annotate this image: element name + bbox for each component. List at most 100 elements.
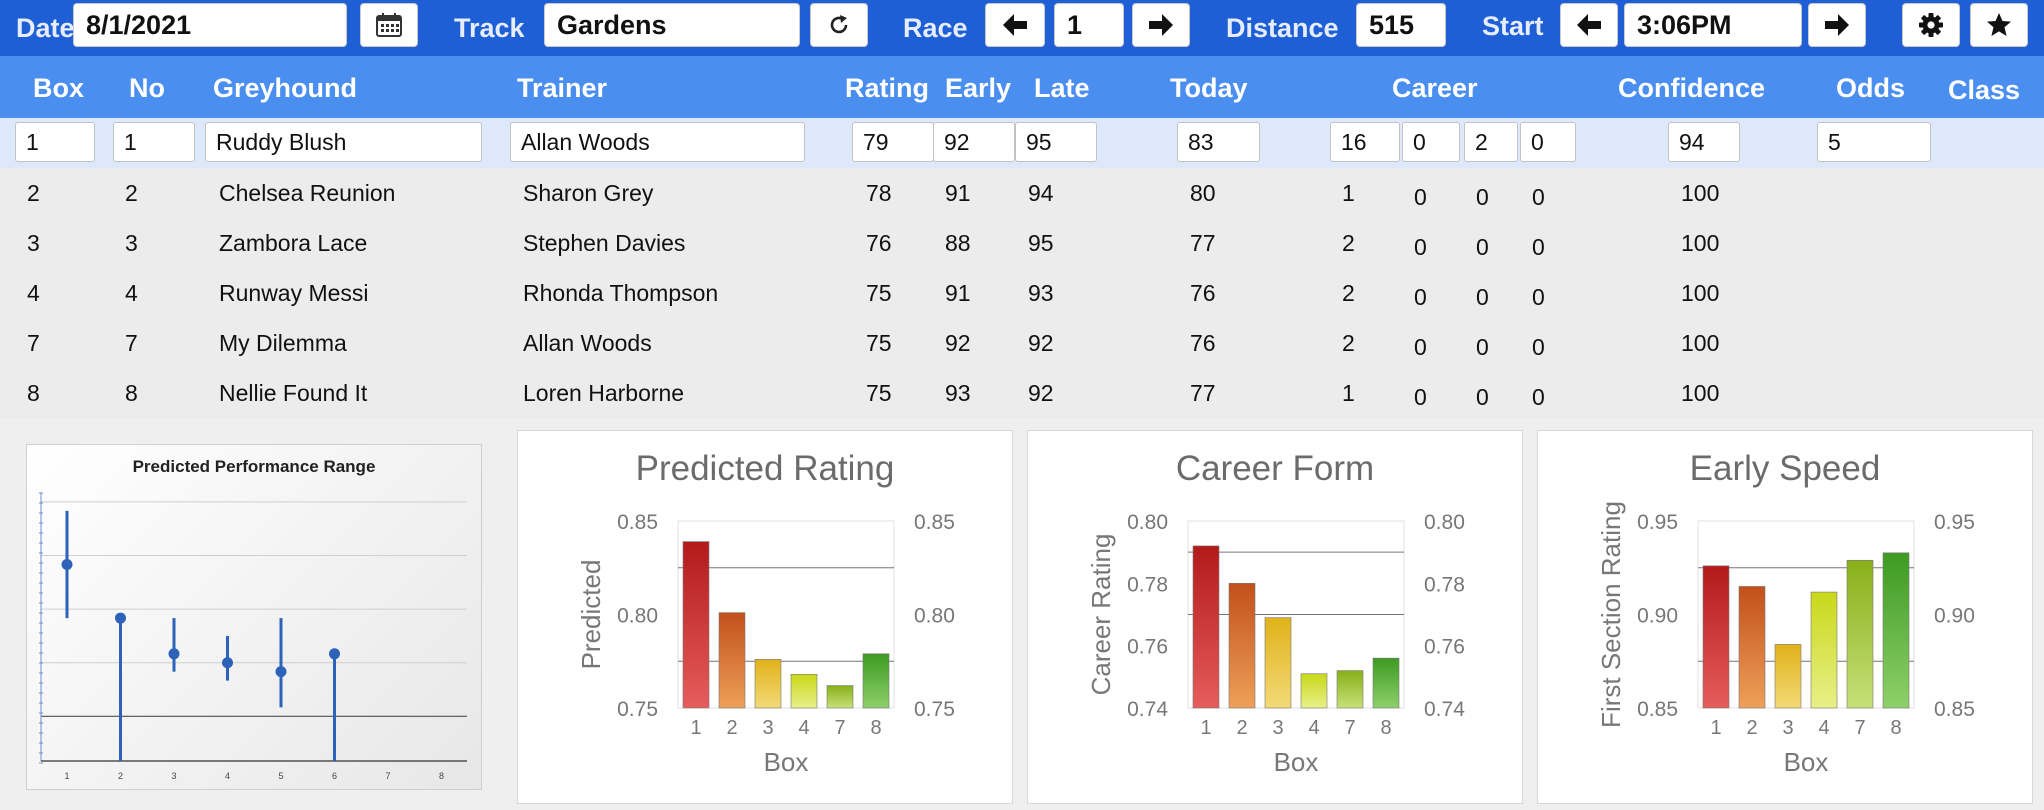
y-tick-label: 0.76: [1127, 636, 1168, 659]
early-cell: 88: [945, 230, 971, 256]
career-wins-cell: 0: [1414, 284, 1427, 310]
refresh-button[interactable]: [810, 3, 868, 47]
rating-input[interactable]: 79: [852, 122, 934, 162]
today-cell: 76: [1190, 330, 1216, 356]
x-axis-label: Box: [1274, 747, 1319, 777]
range-point: [329, 648, 340, 660]
start-time-input[interactable]: 3:06PM: [1624, 3, 1802, 47]
late-cell: 94: [1028, 180, 1054, 206]
career-thirds-input[interactable]: 0: [1520, 122, 1576, 162]
track-input[interactable]: Gardens: [544, 3, 800, 47]
date-label: Date: [16, 13, 75, 43]
career-starts-input[interactable]: 16: [1330, 122, 1400, 162]
chart-title: Career Form: [1175, 449, 1375, 488]
career-wins-input[interactable]: 0: [1402, 122, 1460, 162]
col-odds[interactable]: Odds: [1836, 73, 1906, 103]
col-no[interactable]: No: [129, 73, 165, 103]
x-tick-label: 8: [1380, 717, 1391, 739]
table-row[interactable]: 2 2 Chelsea Reunion Sharon Grey 78 91 94…: [0, 168, 2044, 218]
track-label: Track: [454, 13, 525, 43]
career-seconds-cell: 0: [1476, 184, 1489, 210]
confidence-cell: 100: [1681, 330, 1720, 356]
confidence-cell: 100: [1681, 280, 1720, 306]
x-tick-label: 7: [1854, 717, 1865, 739]
runner-table: 1 1 Ruddy Blush Allan Woods 79 92 95 8 3 …: [0, 118, 2044, 418]
calendar-icon: [376, 13, 402, 37]
table-row[interactable]: 3 3 Zambora Lace Stephen Davies 76 88 95…: [0, 218, 2044, 268]
x-tick-label: 8: [870, 717, 881, 739]
career-seconds-cell: 0: [1476, 384, 1489, 410]
y-tick-label: 0.95: [1637, 511, 1678, 534]
odds-input[interactable]: 5: [1817, 122, 1931, 162]
col-trainer[interactable]: Trainer: [517, 73, 608, 103]
range-point: [222, 657, 233, 669]
today-cell: 77: [1190, 230, 1216, 256]
trainer-input[interactable]: Allan Woods: [510, 122, 805, 162]
start-next-button[interactable]: [1808, 3, 1866, 47]
race-prev-button[interactable]: [985, 3, 1045, 47]
table-row[interactable]: 8 8 Nellie Found It Loren Harborne 75 93…: [0, 368, 2044, 418]
col-rating[interactable]: Rating: [845, 73, 929, 103]
col-early[interactable]: Early: [945, 73, 1012, 103]
col-class[interactable]: Class: [1948, 75, 2021, 105]
x-tick-label: 4: [225, 771, 230, 781]
rating-cell: 78: [866, 180, 892, 206]
early-input[interactable]: 92: [933, 122, 1015, 162]
table-row[interactable]: 1 1 Ruddy Blush Allan Woods 79 92 95 83 …: [0, 118, 2044, 168]
x-tick-label: 3: [171, 771, 176, 781]
career-thirds-cell: 0: [1532, 334, 1545, 360]
bar: [1882, 552, 1910, 709]
x-tick-label: 2: [118, 771, 123, 781]
star-icon: [1987, 13, 2011, 36]
confidence-cell: 100: [1681, 180, 1720, 206]
bar: [862, 653, 890, 709]
col-today[interactable]: Today: [1170, 73, 1248, 103]
y-tick-label: 0.85: [1637, 698, 1678, 721]
start-prev-button[interactable]: [1560, 3, 1618, 47]
career-starts-cell: 2: [1342, 330, 1355, 356]
col-box[interactable]: Box: [33, 73, 85, 103]
x-tick-label: 7: [834, 717, 845, 739]
col-greyhound[interactable]: Greyhound: [213, 73, 358, 103]
y2-tick-label: 0.80: [1424, 511, 1465, 534]
no-input[interactable]: 1: [113, 122, 195, 162]
gear-icon: [1919, 13, 1943, 37]
career-wins-cell: 0: [1414, 384, 1427, 410]
no-cell: 7: [125, 330, 138, 356]
range-point: [115, 612, 126, 624]
favorite-button[interactable]: [1970, 3, 2028, 47]
chart-title: Early Speed: [1689, 449, 1881, 488]
career-seconds-input[interactable]: 2: [1464, 122, 1518, 162]
col-career[interactable]: Career: [1392, 73, 1478, 103]
settings-button[interactable]: [1902, 3, 1960, 47]
y-tick-label: 0.80: [1127, 511, 1168, 534]
early-cell: 92: [945, 330, 971, 356]
y2-tick-label: 0.85: [914, 511, 955, 534]
col-confidence[interactable]: Confidence: [1618, 73, 1766, 103]
race-next-button[interactable]: [1132, 3, 1190, 47]
greyhound-cell: Runway Messi: [219, 280, 369, 306]
date-input[interactable]: 8/1/2021: [73, 3, 347, 47]
x-axis-label: Box: [1784, 747, 1829, 777]
table-row[interactable]: 4 4 Runway Messi Rhonda Thompson 75 91 9…: [0, 268, 2044, 318]
y2-tick-label: 0.90: [1934, 605, 1975, 628]
race-input[interactable]: 1: [1054, 3, 1124, 47]
range-point: [61, 558, 73, 570]
col-late[interactable]: Late: [1034, 73, 1090, 103]
x-tick-label: 1: [64, 771, 69, 781]
y2-tick-label: 0.76: [1424, 636, 1465, 659]
arrow-left-icon: [1003, 14, 1027, 36]
box-input[interactable]: 1: [15, 122, 95, 162]
greyhound-input[interactable]: Ruddy Blush: [205, 122, 482, 162]
table-row[interactable]: 7 7 My Dilemma Allan Woods 75 92 92 76 2…: [0, 318, 2044, 368]
y-tick-label: 0.80: [617, 605, 658, 628]
today-input[interactable]: 83: [1177, 122, 1260, 162]
rating-cell: 75: [866, 280, 892, 306]
distance-input[interactable]: 515: [1356, 3, 1446, 47]
no-cell: 2: [125, 180, 138, 206]
calendar-button[interactable]: [360, 3, 418, 47]
greyhound-cell: Zambora Lace: [219, 230, 368, 256]
confidence-input[interactable]: 94: [1668, 122, 1740, 162]
y-tick-label: 0.78: [1127, 573, 1168, 596]
late-input[interactable]: 95: [1015, 122, 1097, 162]
